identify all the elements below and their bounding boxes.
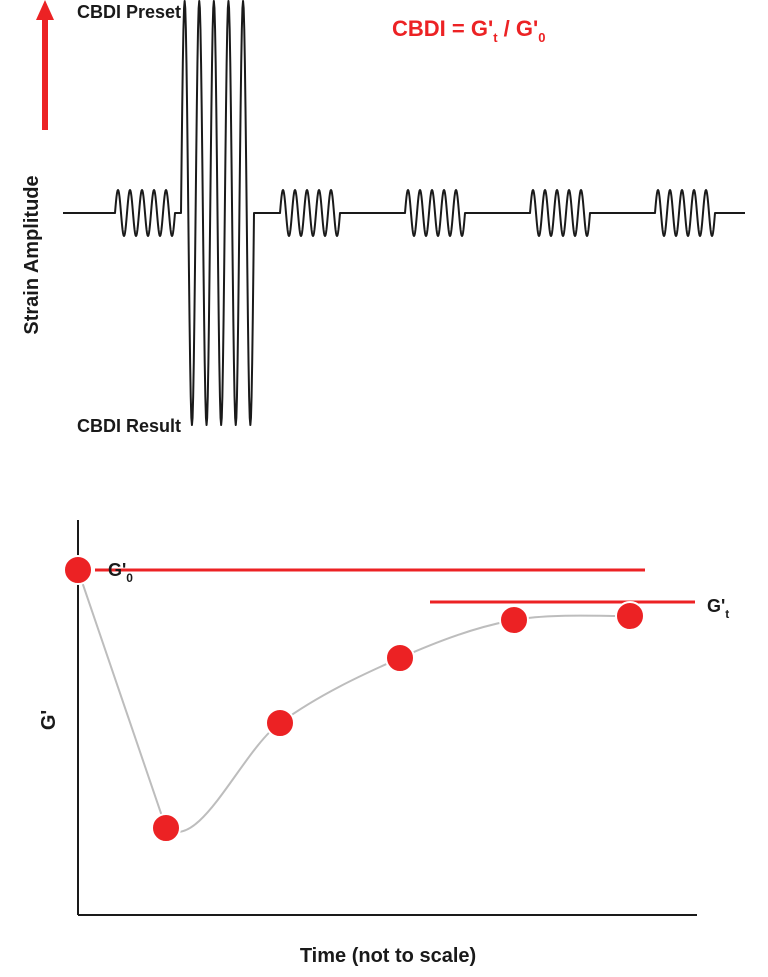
cbdi-result-label: CBDI Result xyxy=(77,416,181,436)
cbdi-preset-label: CBDI Preset xyxy=(77,2,181,22)
strain-amplitude-label: Strain Amplitude xyxy=(21,175,43,334)
cbdi-formula: CBDI = G't / G'0 xyxy=(392,16,545,45)
recovery-points xyxy=(64,556,644,842)
svg-text:CBDI = G't / G'0: CBDI = G't / G'0 xyxy=(392,16,545,45)
gt-label: G't xyxy=(707,596,729,621)
recovery-curve xyxy=(78,570,630,832)
top-chart: Strain Amplitude CBDI Preset CBDI Result… xyxy=(21,0,745,436)
recovery-point xyxy=(64,556,92,584)
g0-label: G'0 xyxy=(108,560,133,585)
recovery-point xyxy=(500,606,528,634)
bottom-chart: G' Time (not to scale) G'0 G't xyxy=(38,520,729,967)
recovery-point xyxy=(616,602,644,630)
recovery-point xyxy=(266,709,294,737)
strain-waveform xyxy=(63,1,745,425)
gprime-axis-label: G' xyxy=(38,710,60,730)
strain-amplitude-axis-arrow xyxy=(36,0,54,130)
recovery-point xyxy=(386,644,414,672)
recovery-point xyxy=(152,814,180,842)
time-axis-label: Time (not to scale) xyxy=(300,945,476,967)
